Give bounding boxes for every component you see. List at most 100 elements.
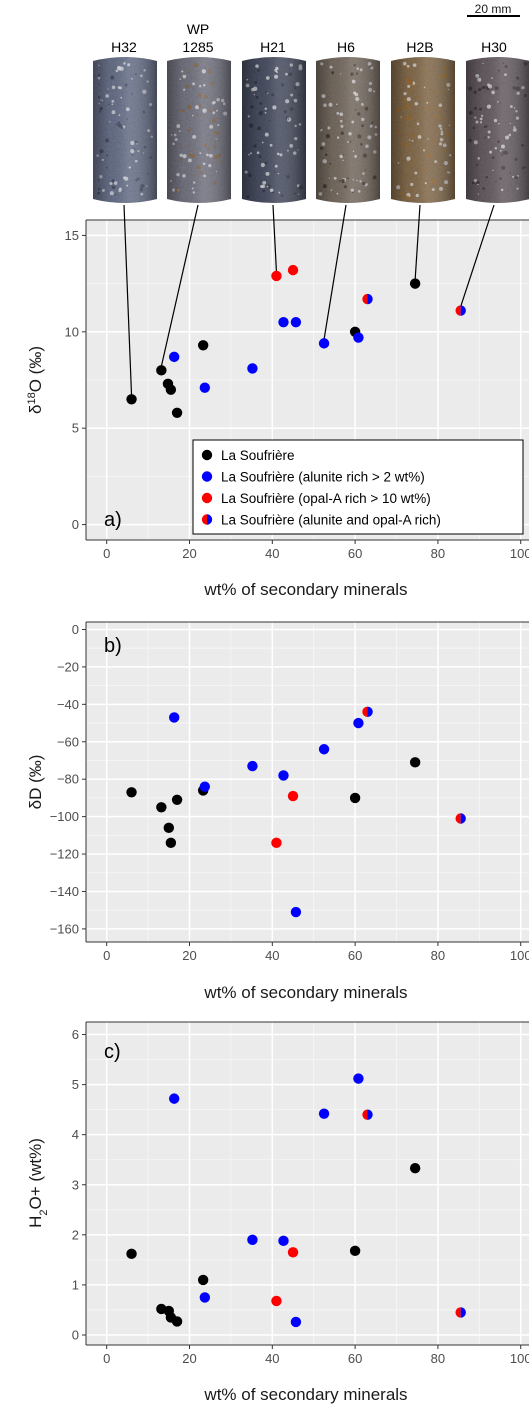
data-point-la-soufriere <box>163 822 175 834</box>
data-point-la-soufriere <box>171 1316 183 1327</box>
y-tick-label: 10 <box>65 324 79 339</box>
core-photos: 20 mm H32 WP 1285 H21 H6 H2B H30 <box>93 2 529 203</box>
x-tick-label: 0 <box>103 948 110 963</box>
y-tick-label: −140 <box>50 884 79 899</box>
legend-label: La Soufrière (opal-A rich > 10 wt%) <box>221 491 431 506</box>
x-tick-label: 80 <box>431 1351 445 1366</box>
data-point-opal-rich <box>287 790 299 802</box>
core-h2b: H2B <box>391 39 455 203</box>
x-tick-label: 40 <box>265 948 279 963</box>
legend-label: La Soufrière (alunite and opal-A rich) <box>221 513 441 528</box>
data-point-alunite-rich <box>278 1235 289 1247</box>
y-tick-label: −100 <box>50 809 79 824</box>
data-point-opal-rich <box>287 264 299 276</box>
x-tick-label: 60 <box>348 948 362 963</box>
x-tick-label: 20 <box>182 546 196 561</box>
y-tick-label: 1 <box>72 1277 79 1292</box>
legend-label: La Soufrière (alunite rich > 2 wt%) <box>221 470 425 485</box>
core-label: H2B <box>406 39 433 55</box>
panel-a: 0 20 40 60 80 100 0 5 10 15 a) wt% of secondary m… <box>26 204 529 599</box>
legend-key-opal-rich <box>201 492 213 504</box>
data-point-la-soufriere <box>197 340 209 351</box>
data-point-alunite-rich <box>290 316 302 328</box>
panel-c-background <box>86 1022 529 1345</box>
data-point-la-soufriere <box>349 792 361 804</box>
y-tick-label: 0 <box>72 517 79 532</box>
data-point-la-soufriere <box>165 384 177 395</box>
data-point-la-soufriere <box>409 1163 421 1174</box>
panel-b: 0 20 40 60 80 100 0 −20 −40 −60 −80 −100 −120 −140 −16… <box>26 621 529 1002</box>
data-point-alunite-rich <box>168 712 180 723</box>
data-point-la-soufriere <box>126 1248 137 1260</box>
y-tick-label: −160 <box>50 921 79 936</box>
x-tick-label: 60 <box>348 546 362 561</box>
x-tick-label: 100 <box>510 546 529 561</box>
core-wp1285: WP 1285 <box>167 21 231 203</box>
panel-b-points <box>126 706 466 918</box>
panel-b-grid <box>86 622 529 942</box>
data-point-both <box>455 305 466 316</box>
data-point-la-soufriere <box>197 1274 209 1286</box>
core-h30: H30 <box>466 39 529 203</box>
data-point-alunite-rich <box>290 906 302 918</box>
x-tick-label: 20 <box>182 948 196 963</box>
data-point-la-soufriere <box>349 1245 361 1257</box>
data-point-alunite-rich <box>168 351 180 363</box>
core-label: H30 <box>481 39 507 55</box>
data-point-alunite-rich <box>199 781 211 792</box>
y-tick-label: −40 <box>57 697 79 712</box>
y-tick-label: 5 <box>72 421 79 436</box>
data-point-alunite-rich <box>278 316 289 328</box>
panel-a-label: a) <box>104 509 122 531</box>
data-point-opal-rich <box>271 1295 282 1307</box>
core-h6: H6 <box>316 39 380 203</box>
y-tick-label: −80 <box>57 772 79 787</box>
panel-b-xlabel: wt% of secondary minerals <box>203 983 407 1002</box>
data-point-alunite-rich <box>353 332 364 343</box>
legend-key-both <box>201 514 213 525</box>
y-tick-label: 3 <box>72 1177 79 1192</box>
core-h32: H32 <box>93 39 157 203</box>
x-tick-label: 20 <box>182 1351 196 1366</box>
data-point-both <box>362 1109 373 1120</box>
leader-line-h30 <box>460 204 495 307</box>
panel-c-label: c) <box>104 1041 121 1063</box>
data-point-opal-rich <box>271 837 282 849</box>
x-tick-label: 0 <box>103 546 110 561</box>
data-point-alunite-rich <box>199 1292 211 1303</box>
data-point-opal-rich <box>271 270 282 282</box>
data-point-la-soufriere <box>409 757 421 768</box>
data-point-la-soufriere <box>409 278 421 289</box>
y-tick-label: 5 <box>72 1077 79 1092</box>
data-point-la-soufriere <box>165 837 177 849</box>
x-tick-label: 80 <box>431 546 445 561</box>
core-label: H6 <box>337 39 355 55</box>
data-point-la-soufriere <box>126 394 137 405</box>
core-label: H21 <box>260 39 286 55</box>
leader-line-h21 <box>272 204 278 272</box>
data-point-la-soufriere <box>171 407 183 418</box>
data-point-alunite-rich <box>353 1073 364 1084</box>
panel-a-ylabel: δ18O (‰) <box>26 346 45 414</box>
data-point-la-soufriere <box>126 787 137 798</box>
y-tick-label: 0 <box>72 1327 79 1342</box>
y-tick-label: 15 <box>65 228 79 243</box>
data-point-alunite-rich <box>318 1108 330 1119</box>
leader-line-wp1285 <box>160 204 199 367</box>
data-point-alunite-rich <box>318 744 330 755</box>
data-point-la-soufriere <box>171 794 183 805</box>
panel-b-axes: 0 20 40 60 80 100 0 −20 −40 −60 −80 −100 −120 −140 −16… <box>50 622 529 963</box>
panel-b-background <box>86 622 529 942</box>
scale-bar-label: 20 mm <box>475 2 512 16</box>
data-point-alunite-rich <box>318 338 330 349</box>
panel-b-label: b) <box>104 635 122 657</box>
panel-c-axes: 0 20 40 60 80 100 0 1 2 3 4 5 6 <box>72 1027 529 1366</box>
data-point-alunite-rich <box>247 760 258 772</box>
data-point-both <box>455 1307 466 1318</box>
y-tick-label: −60 <box>57 734 79 749</box>
y-tick-label: −120 <box>50 847 79 862</box>
panel-c-points <box>126 1073 466 1328</box>
legend-key-alunite-rich <box>201 471 213 482</box>
core-label: 1285 <box>182 39 213 55</box>
